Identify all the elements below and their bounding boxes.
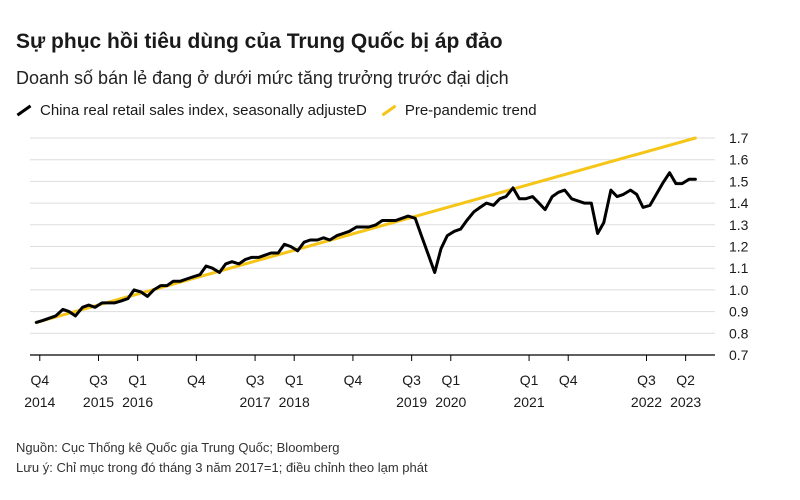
- x-tick-year-label: 2015: [83, 394, 114, 410]
- legend-item-trend: Pre-pandemic trend: [381, 102, 537, 119]
- legend-item-retail: China real retail sales index, seasonall…: [16, 102, 367, 119]
- x-tick-year-label: 2020: [435, 394, 466, 410]
- legend-label-trend: Pre-pandemic trend: [404, 102, 537, 119]
- axis-layer: 0.7 0.8 0.9 1.0 1.1 1.2 1.3 1.4 1.5 1.6 1.7 Q4 2014 Q…: [24, 130, 748, 410]
- y-tick-label: 1.6: [729, 152, 749, 168]
- methodology-note: Lưu ý: Chỉ mục trong đó tháng 3 năm 2017…: [16, 460, 428, 475]
- x-tick-quarter-label: Q4: [30, 372, 49, 388]
- y-tick-label: 1.3: [729, 217, 749, 233]
- chart-subtitle: Doanh số bán lẻ đang ở dưới mức tăng trư…: [16, 68, 509, 88]
- y-tick-label: 1.1: [729, 260, 749, 276]
- x-tick-year-label: 2022: [631, 394, 662, 410]
- x-tick-year-label: 2014: [24, 394, 55, 410]
- x-tick-quarter-label: Q3: [637, 372, 656, 388]
- x-tick-quarter-label: Q4: [187, 372, 206, 388]
- y-tick-label: 1.5: [729, 173, 749, 189]
- x-tick-quarter-label: Q4: [559, 372, 578, 388]
- y-tick-label: 1.4: [729, 195, 749, 211]
- y-tick-label: 1.0: [729, 282, 749, 298]
- y-tick-label: 0.9: [729, 304, 749, 320]
- y-tick-label: 1.2: [729, 239, 749, 255]
- source-note: Nguồn: Cục Thống kê Quốc gia Trung Quốc;…: [16, 440, 340, 455]
- x-tick-year-label: 2023: [670, 394, 701, 410]
- x-tick-quarter-label: Q1: [441, 372, 460, 388]
- x-tick-quarter-label: Q3: [246, 372, 265, 388]
- series-line-pre-pandemic-trend: [34, 136, 697, 324]
- x-tick-quarter-label: Q3: [89, 372, 108, 388]
- x-tick-quarter-label: Q2: [676, 372, 695, 388]
- grid-layer: [30, 137, 715, 356]
- series-layer: [34, 136, 697, 324]
- series-line-retail-sales: [34, 171, 697, 324]
- x-tick-year-label: 2016: [122, 394, 153, 410]
- x-tick-year-label: 2021: [513, 394, 544, 410]
- x-tick-year-label: 2017: [239, 394, 270, 410]
- legend: China real retail sales index, seasonall…: [16, 102, 551, 119]
- chart-title: Sự phục hồi tiêu dùng của Trung Quốc bị …: [16, 30, 503, 53]
- x-tick-quarter-label: Q1: [128, 372, 147, 388]
- x-tick-year-label: 2019: [396, 394, 427, 410]
- y-tick-label: 0.7: [729, 347, 749, 363]
- legend-label-retail: China real retail sales index, seasonall…: [40, 102, 367, 119]
- x-tick-quarter-label: Q3: [402, 372, 421, 388]
- y-tick-label: 1.7: [729, 130, 749, 146]
- x-tick-quarter-label: Q1: [285, 372, 304, 388]
- y-tick-label: 0.8: [729, 325, 749, 341]
- x-tick-quarter-label: Q4: [344, 372, 363, 388]
- x-tick-quarter-label: Q1: [520, 372, 539, 388]
- x-tick-year-label: 2018: [279, 394, 310, 410]
